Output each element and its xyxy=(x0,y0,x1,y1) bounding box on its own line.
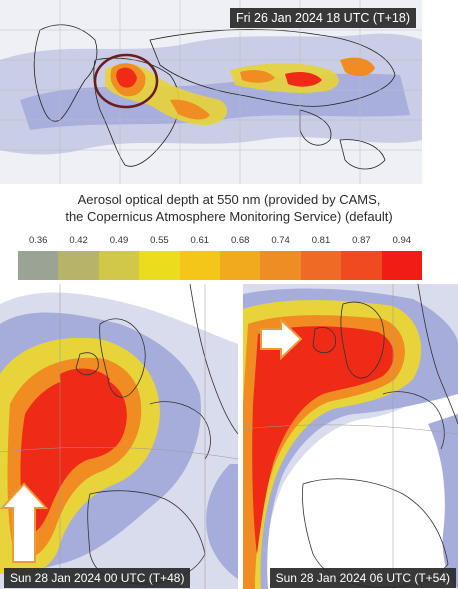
colorbar-ticks: 0.36 0.42 0.49 0.55 0.61 0.68 0.74 0.81 … xyxy=(18,235,422,249)
coastlines xyxy=(302,284,458,588)
colorbar-swatch xyxy=(220,251,261,280)
aod-colorbar xyxy=(18,251,423,280)
tick-label: 0.42 xyxy=(69,235,88,246)
tick-label: 0.94 xyxy=(392,235,412,246)
colorbar-swatch xyxy=(300,251,342,280)
europe-map-t48-graphic xyxy=(0,284,238,589)
up-arrow-icon xyxy=(0,482,49,563)
europe-map-t48: Sun 28 Jan 2024 00 UTC (T+48) xyxy=(0,284,238,589)
global-aerosol-map: Fri 26 Jan 2024 18 UTC (T+18) xyxy=(0,0,422,184)
tick-label: 0.87 xyxy=(352,235,371,246)
tick-label: 0.49 xyxy=(109,235,129,246)
colorbar-swatch xyxy=(341,251,382,280)
tick-label: 0.74 xyxy=(271,235,290,246)
colorbar-swatch xyxy=(18,251,59,280)
right-timestamp: Sun 28 Jan 2024 06 UTC (T+54) xyxy=(269,568,456,588)
europe-map-t54-graphic xyxy=(243,284,458,589)
caption-line-1: Aerosol optical depth at 550 nm (provide… xyxy=(77,192,381,207)
colorbar-swatch xyxy=(260,251,301,280)
colorbar-swatch xyxy=(381,251,423,280)
aerosol-plumes xyxy=(105,57,375,125)
europe-map-t54: Sun 28 Jan 2024 06 UTC (T+54) xyxy=(243,284,458,589)
top-timestamp: Fri 26 Jan 2024 18 UTC (T+18) xyxy=(229,8,416,28)
caption-line-2: the Copernicus Atmosphere Monitoring Ser… xyxy=(65,209,393,224)
tick-label: 0.61 xyxy=(190,235,210,246)
left-timestamp: Sun 28 Jan 2024 00 UTC (T+48) xyxy=(4,568,191,588)
colorbar-swatch xyxy=(98,251,140,280)
highlight-circle xyxy=(93,53,159,109)
colorbar-swatch xyxy=(58,251,99,280)
tick-label: 0.36 xyxy=(28,235,48,246)
colorbar-swatch xyxy=(139,251,180,280)
colorbar-swatch xyxy=(179,251,221,280)
graticule xyxy=(0,284,238,589)
graticule xyxy=(243,284,458,589)
tick-label: 0.68 xyxy=(230,235,250,246)
tick-label: 0.55 xyxy=(150,235,169,246)
map-caption: Aerosol optical depth at 550 nm (provide… xyxy=(0,191,458,225)
tick-label: 0.81 xyxy=(311,235,331,246)
global-map-graphic xyxy=(0,0,422,184)
right-arrow-icon xyxy=(260,317,303,361)
